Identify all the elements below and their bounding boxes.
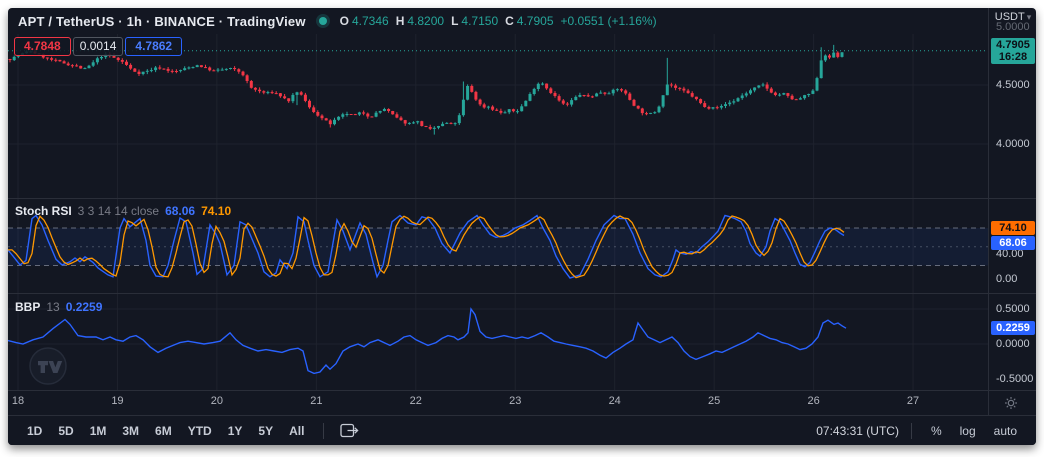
high-label: H	[395, 14, 405, 28]
time-axis[interactable]: 18 19 20 21 22 23 24 25 26 27	[8, 390, 988, 415]
clock[interactable]: 07:43:31 (UTC)	[816, 423, 899, 438]
market-status-dot[interactable]	[318, 17, 327, 25]
low-label: L	[451, 14, 459, 28]
stoch-d-box: 74.10	[991, 221, 1035, 235]
price-tick-2: 4.0000	[996, 138, 1030, 150]
ask-price[interactable]: 4.7862	[125, 37, 183, 56]
price-tick-1: 4.5000	[996, 79, 1030, 91]
time-label-22: 22	[409, 395, 422, 407]
stoch-k-box: 68.06	[991, 236, 1035, 250]
close-label: C	[505, 14, 514, 28]
range-5y-button[interactable]: 5Y	[258, 423, 274, 438]
time-label-20: 20	[210, 395, 224, 407]
stoch-rsi-title: Stoch RSI	[15, 204, 72, 218]
time-label-24: 24	[608, 395, 621, 407]
bbp-value-box: 0.2259	[991, 321, 1035, 335]
time-label-18: 18	[11, 395, 25, 407]
stoch-rsi-params: 3 3 14 14 close	[77, 204, 160, 218]
range-1y-button[interactable]: 1Y	[227, 423, 243, 438]
go-to-date-button[interactable]	[336, 421, 363, 440]
spread-value: 0.0014	[72, 37, 124, 56]
stoch-d-value: 74.10	[201, 204, 232, 218]
stoch-rsi-canvas[interactable]	[8, 198, 988, 293]
auto-scale-button[interactable]: auto	[993, 423, 1017, 438]
bbp-legend[interactable]: BBP 13 0.2259	[15, 300, 102, 314]
bbp-param: 13	[46, 300, 60, 314]
range-ytd-button[interactable]: YTD	[187, 423, 212, 438]
currency-dropdown[interactable]: USDT ▾	[989, 11, 1036, 23]
bid-price[interactable]: 4.7848	[14, 37, 71, 56]
main-chart-canvas[interactable]	[8, 34, 988, 198]
price-axis[interactable]: USDT ▾ 5.0000 4.5000 4.0000 40.00 0.00 0.5000 0…	[988, 8, 1036, 415]
bbp-value: 0.2259	[65, 300, 103, 314]
stoch-rsi-legend[interactable]: Stoch RSI 3 3 14 14 close 68.06 74.10	[15, 204, 231, 218]
tradingview-watermark	[28, 346, 68, 391]
range-1d-button[interactable]: 1D	[27, 423, 43, 438]
percent-scale-button[interactable]: %	[930, 423, 942, 438]
stoch-tick-0: 40.00	[996, 248, 1024, 260]
ohlc-readout: O 4.7346 H 4.8200 L 4.7150 C 4.7905 +0.0…	[340, 14, 657, 28]
price-tick-0: 5.0000	[996, 21, 1030, 33]
stoch-k-value: 68.06	[165, 204, 196, 218]
toolbar-divider-2	[910, 422, 912, 439]
toolbar-divider	[323, 422, 325, 439]
open-label: O	[339, 14, 349, 28]
time-axis-divider	[8, 390, 1036, 391]
range-all-button[interactable]: All	[289, 423, 305, 438]
time-label-23: 23	[509, 395, 522, 407]
panel-divider-2[interactable]	[8, 293, 1036, 294]
bbp-tick-0: 0.5000	[996, 303, 1030, 315]
settings-gear-icon[interactable]	[1004, 396, 1018, 415]
high-value: 4.8200	[407, 14, 445, 28]
low-value: 4.7150	[461, 14, 499, 28]
close-value: 4.7905	[516, 14, 554, 28]
range-1m-button[interactable]: 1M	[89, 423, 107, 438]
log-scale-button[interactable]: log	[959, 423, 976, 438]
range-5d-button[interactable]: 5D	[58, 423, 74, 438]
change-value: +0.0551 (+1.16%)	[560, 14, 657, 28]
chart-header: APT / TetherUS · 1h · BINANCE · TradingV…	[8, 8, 998, 34]
chevron-down-icon: ▾	[1026, 12, 1032, 22]
bbp-canvas[interactable]	[8, 293, 988, 390]
bid-ask-widget: 4.7848 0.0014 4.7862	[14, 37, 183, 56]
bottom-toolbar: 1D 5D 1M 3M 6M YTD 1Y 5Y All 07:43:31 (UTC) % lo…	[8, 415, 1036, 445]
symbol-title[interactable]: APT / TetherUS · 1h · BINANCE · TradingV…	[18, 13, 306, 29]
panel-divider-1[interactable]	[8, 198, 1036, 199]
tradingview-window: APT / TetherUS · 1h · BINANCE · TradingV…	[8, 8, 1036, 445]
bbp-title: BBP	[15, 300, 41, 314]
time-label-25: 25	[708, 395, 721, 407]
time-label-26: 26	[807, 395, 820, 407]
stoch-tick-1: 0.00	[996, 273, 1018, 285]
currency-label: USDT	[994, 11, 1025, 23]
time-label-27: 27	[906, 395, 920, 407]
range-6m-button[interactable]: 6M	[155, 423, 172, 438]
last-price-box: 4.7905 16:28	[991, 38, 1035, 64]
time-label-21: 21	[310, 395, 323, 407]
time-label-19: 19	[111, 395, 124, 407]
date-range-buttons: 1D 5D 1M 3M 6M YTD 1Y 5Y All	[20, 421, 311, 441]
bbp-tick-2: -0.5000	[996, 373, 1034, 385]
bbp-tick-1: 0.0000	[996, 338, 1030, 350]
open-value: 4.7346	[352, 14, 389, 28]
range-3m-button[interactable]: 3M	[122, 423, 140, 438]
